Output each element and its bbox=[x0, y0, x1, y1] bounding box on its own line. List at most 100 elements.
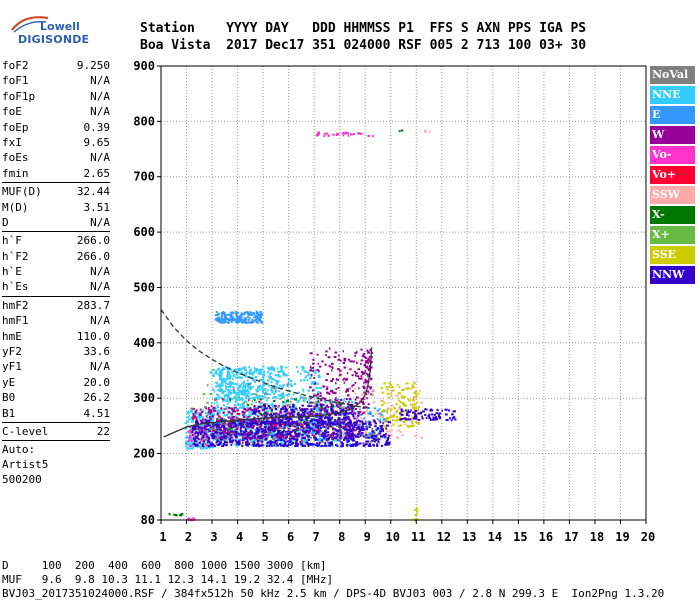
echo-point bbox=[216, 413, 219, 416]
param-label: D bbox=[2, 215, 9, 229]
echo-point bbox=[366, 372, 368, 375]
echo-point bbox=[184, 422, 187, 425]
echo-point bbox=[194, 411, 197, 414]
echo-point bbox=[270, 403, 273, 406]
echo-point bbox=[267, 435, 269, 438]
echo-point bbox=[241, 367, 245, 370]
echo-point bbox=[252, 396, 254, 399]
echo-point bbox=[191, 420, 195, 423]
echo-point bbox=[265, 429, 268, 432]
echo-point bbox=[221, 424, 224, 427]
echo-point bbox=[386, 402, 389, 405]
echo-point bbox=[371, 389, 374, 392]
echo-point bbox=[280, 367, 283, 370]
echo-point bbox=[411, 386, 414, 389]
echo-point bbox=[207, 446, 210, 449]
echo-point bbox=[336, 430, 339, 433]
echo-point bbox=[433, 418, 436, 421]
echo-point bbox=[454, 418, 457, 421]
echo-point bbox=[195, 429, 197, 432]
echo-point bbox=[413, 509, 416, 511]
echo-point bbox=[207, 411, 210, 414]
echo-point bbox=[385, 441, 388, 444]
echo-point bbox=[363, 364, 366, 367]
echo-point bbox=[237, 393, 241, 396]
echo-point bbox=[399, 416, 402, 419]
echo-point bbox=[195, 425, 198, 428]
echo-point bbox=[244, 386, 247, 389]
echo-point bbox=[351, 374, 354, 377]
echo-point bbox=[202, 393, 206, 396]
echo-point bbox=[270, 378, 274, 381]
echo-point bbox=[242, 414, 245, 417]
echo-point bbox=[292, 422, 295, 425]
echo-point bbox=[337, 358, 341, 361]
echo-point bbox=[224, 407, 227, 410]
echo-point bbox=[211, 431, 214, 434]
echo-point bbox=[341, 406, 345, 409]
echo-point bbox=[343, 377, 346, 380]
echo-point bbox=[277, 427, 280, 430]
echo-point bbox=[349, 444, 353, 447]
x-tick-label: 16 bbox=[539, 530, 553, 544]
echo-point bbox=[342, 401, 344, 404]
echo-point bbox=[355, 396, 359, 399]
echo-point bbox=[208, 407, 210, 409]
echo-point bbox=[312, 410, 315, 413]
echo-point bbox=[254, 368, 258, 371]
echo-point bbox=[267, 434, 270, 437]
echo-point bbox=[369, 386, 372, 389]
echo-point bbox=[354, 370, 356, 373]
echo-point bbox=[354, 352, 357, 355]
echo-point bbox=[351, 405, 355, 408]
echo-point bbox=[203, 436, 205, 439]
echo-point bbox=[400, 408, 403, 411]
echo-point bbox=[336, 425, 339, 427]
echo-point bbox=[246, 421, 249, 424]
echo-point bbox=[414, 409, 418, 412]
echo-point bbox=[410, 409, 412, 412]
echo-point bbox=[364, 380, 367, 383]
echo-point bbox=[341, 409, 344, 412]
echo-point bbox=[362, 423, 365, 426]
echo-point bbox=[341, 445, 344, 448]
echo-point bbox=[266, 410, 270, 413]
echo-point bbox=[283, 383, 286, 386]
echo-point bbox=[331, 423, 335, 425]
echo-point bbox=[233, 388, 235, 391]
echo-point bbox=[320, 423, 324, 425]
echo-point bbox=[405, 418, 409, 421]
echo-point bbox=[412, 417, 415, 420]
echo-point bbox=[222, 430, 225, 433]
echo-point bbox=[385, 385, 389, 388]
echo-point bbox=[271, 405, 275, 408]
echo-point bbox=[266, 427, 269, 430]
echo-point bbox=[326, 386, 329, 389]
echo-point bbox=[253, 439, 255, 442]
echo-point bbox=[244, 321, 247, 324]
echo-point bbox=[339, 430, 342, 433]
echo-point bbox=[367, 375, 370, 378]
echo-point bbox=[379, 415, 382, 418]
echo-point bbox=[325, 423, 328, 426]
echo-point bbox=[318, 408, 321, 411]
echo-point bbox=[383, 382, 387, 385]
echo-point bbox=[354, 374, 357, 377]
param-row: hmF1 N/A bbox=[2, 313, 110, 328]
echo-point bbox=[282, 436, 285, 439]
echo-point bbox=[226, 382, 230, 385]
echo-point bbox=[301, 411, 305, 414]
echo-point bbox=[220, 369, 224, 372]
echo-point bbox=[236, 426, 240, 429]
echo-point bbox=[355, 432, 358, 435]
echo-point bbox=[342, 421, 346, 424]
echo-point bbox=[380, 435, 383, 438]
echo-point bbox=[265, 443, 269, 446]
echo-point bbox=[271, 411, 274, 414]
echo-point bbox=[384, 433, 387, 435]
echo-point bbox=[328, 347, 331, 350]
echo-point bbox=[269, 413, 272, 416]
x-tick-label: 19 bbox=[615, 530, 629, 544]
echo-point bbox=[225, 318, 229, 321]
echo-point bbox=[368, 412, 372, 415]
